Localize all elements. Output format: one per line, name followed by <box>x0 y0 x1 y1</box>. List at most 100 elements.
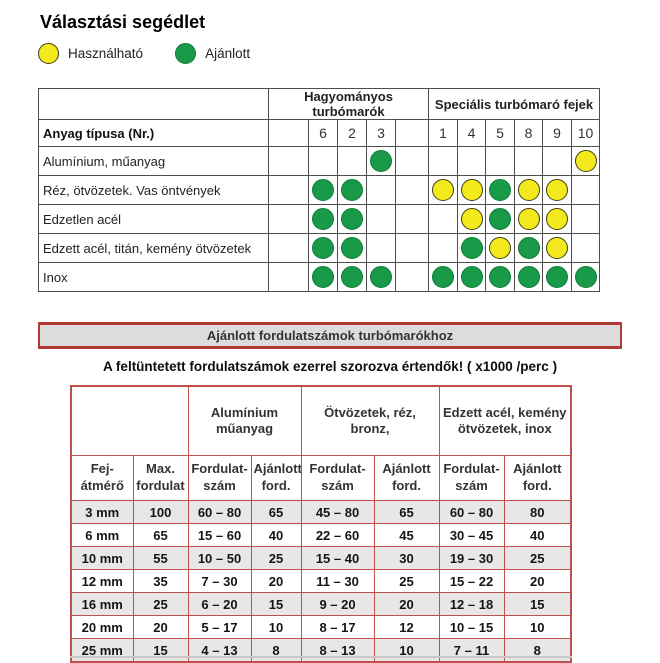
recommended-dot <box>460 266 483 288</box>
dot-cell <box>485 175 515 205</box>
dot-cell <box>428 175 458 205</box>
dot-cell <box>308 233 338 263</box>
group-header-traditional: Hagyományos turbómarók <box>268 88 429 120</box>
recommended-dot <box>370 266 392 288</box>
dot-cell <box>485 233 515 263</box>
recommended-dot <box>341 208 363 230</box>
diameter-cell: 20 mm <box>70 615 134 639</box>
usable-dot <box>460 179 483 201</box>
speed-row: 20 mm 20 5 – 17 10 8 – 17 12 10 – 15 10 <box>70 615 572 639</box>
spacer-cell <box>268 204 309 234</box>
speed-value-cell: 20 <box>373 592 440 616</box>
material-row: Réz, ötvözetek. Vas öntvények <box>38 175 601 205</box>
usable-dot <box>432 179 454 201</box>
speed-value-cell: 25 <box>503 546 572 570</box>
speed-table: Alumínium műanyag Ötvözetek, réz, bronz,… <box>70 385 573 663</box>
spacer-cell <box>395 262 429 292</box>
dot-cell <box>485 146 515 176</box>
spacer-cell <box>268 175 309 205</box>
group-header-aluminium: Alumínium műanyag <box>187 385 302 456</box>
head-number-cell: 4 <box>457 119 486 147</box>
usable-dot <box>460 208 483 230</box>
blank-corner-cell <box>70 385 189 456</box>
speed-value-cell: 15 – 22 <box>438 569 505 593</box>
dot-cell <box>337 233 367 263</box>
speed-value-cell: 20 <box>132 615 189 639</box>
dot-cell <box>457 204 486 234</box>
speed-value-cell: 10 <box>503 615 572 639</box>
dot-cell <box>308 204 338 234</box>
speed-value-cell: 8 <box>250 638 302 663</box>
table-bottom-rule <box>70 656 572 658</box>
spacer-cell <box>395 146 429 176</box>
speed-value-cell: 35 <box>132 569 189 593</box>
dot-cell <box>337 146 367 176</box>
dot-cell <box>366 262 396 292</box>
speed-value-cell: 100 <box>132 500 189 524</box>
col-head-recommended: Ajánlott ford. <box>373 455 440 501</box>
speed-row: 25 mm 15 4 – 13 8 8 – 13 10 7 – 11 8 <box>70 638 572 663</box>
recommended-dot <box>517 237 540 259</box>
spacer-cell <box>268 233 309 263</box>
dot-cell <box>542 262 572 292</box>
recommended-dot-icon <box>175 43 197 64</box>
col-head-speed-range: Fordulat-szám <box>300 455 375 501</box>
col-head-recommended: Ajánlott ford. <box>250 455 302 501</box>
legend: Használható Ajánlott <box>38 43 250 64</box>
speed-value-cell: 22 – 60 <box>300 523 375 547</box>
speed-value-cell: 25 <box>132 592 189 616</box>
head-number-cell: 3 <box>366 119 396 147</box>
speed-value-cell: 30 <box>373 546 440 570</box>
dot-cell <box>570 175 601 205</box>
speed-value-cell: 65 <box>250 500 302 524</box>
dot-cell <box>308 146 338 176</box>
head-number-cell: 5 <box>485 119 515 147</box>
head-number-cell: 10 <box>570 119 601 147</box>
head-number-cell: 2 <box>337 119 367 147</box>
col-head-diameter: Fej-átmérő <box>70 455 134 501</box>
head-number-cell: 8 <box>514 119 543 147</box>
blank-corner-cell <box>38 88 269 120</box>
speed-value-cell: 19 – 30 <box>438 546 505 570</box>
speed-value-cell: 8 – 13 <box>300 638 375 663</box>
dot-cell <box>366 146 396 176</box>
dot-cell <box>457 146 486 176</box>
spacer-cell <box>268 119 309 147</box>
speed-value-cell: 10 – 15 <box>438 615 505 639</box>
recommended-dot <box>312 237 334 259</box>
dot-cell <box>570 262 601 292</box>
dot-cell <box>542 233 572 263</box>
usable-dot <box>546 179 568 201</box>
group-header-special: Speciális turbómaró fejek <box>427 88 601 120</box>
material-label: Edzett acél, titán, kemény ötvözetek <box>38 233 269 263</box>
speed-value-cell: 25 <box>373 569 440 593</box>
speed-value-cell: 8 <box>503 638 572 663</box>
recommended-dot <box>489 266 511 288</box>
dot-cell <box>542 204 572 234</box>
legend-item-usable: Használható <box>38 43 143 64</box>
material-row: Edzett acél, titán, kemény ötvözetek <box>38 233 601 263</box>
speed-value-cell: 12 – 18 <box>438 592 505 616</box>
material-label: Inox <box>38 262 269 292</box>
dot-cell <box>428 146 458 176</box>
recommended-dot <box>489 179 511 201</box>
speed-value-cell: 20 <box>503 569 572 593</box>
speed-value-cell: 8 – 17 <box>300 615 375 639</box>
speed-value-cell: 20 <box>250 569 302 593</box>
dot-cell <box>542 146 572 176</box>
speed-value-cell: 45 <box>373 523 440 547</box>
recommended-dot <box>312 266 334 288</box>
material-row: Alumínium, műanyag <box>38 146 601 176</box>
diameter-cell: 16 mm <box>70 592 134 616</box>
col-head-max-speed: Max. fordulat <box>132 455 189 501</box>
recommended-dot <box>341 237 363 259</box>
usable-dot-icon <box>38 43 59 64</box>
speed-value-cell: 40 <box>503 523 572 547</box>
legend-recommended-label: Ajánlott <box>205 46 251 61</box>
diameter-cell: 12 mm <box>70 569 134 593</box>
speed-section-banner: Ajánlott fordulatszámok turbómarókhoz <box>38 322 622 349</box>
dot-cell <box>366 233 396 263</box>
dot-cell <box>428 204 458 234</box>
speed-value-cell: 4 – 13 <box>187 638 252 663</box>
dot-cell <box>570 233 601 263</box>
